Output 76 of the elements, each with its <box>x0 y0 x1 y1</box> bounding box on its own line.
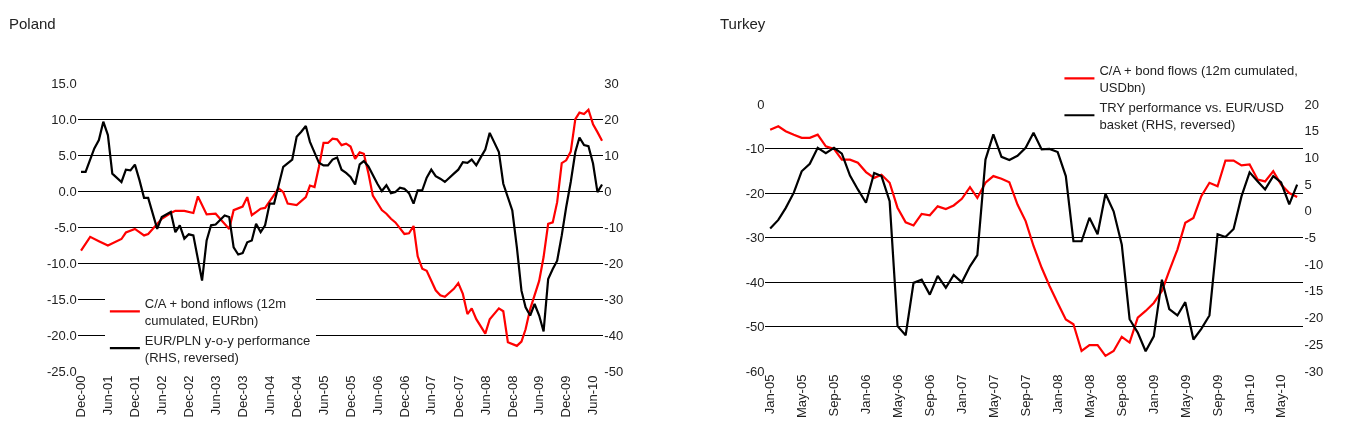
x-tick-label: Jun-10 <box>585 375 601 416</box>
y-tick-label: -20 <box>745 185 765 201</box>
y-tick-label: -15.0 <box>46 292 77 308</box>
y2-tick-label: -20 <box>604 256 624 272</box>
x-tick-label: Jun-02 <box>153 375 169 416</box>
x-tick-label: Sep-08 <box>1113 374 1129 417</box>
x-tick-label: Jun-07 <box>423 375 439 416</box>
y2-tick-label: -30 <box>604 292 624 308</box>
y-tick-label: -40 <box>745 274 765 290</box>
x-tick-label: Dec-05 <box>342 375 358 418</box>
x-tick-label: Dec-01 <box>127 375 143 418</box>
y2-tick-label: -15 <box>1304 283 1324 299</box>
y2-tick-label: 0 <box>604 183 612 199</box>
x-tick-label: Dec-06 <box>396 375 412 418</box>
x-tick-label: Jan-10 <box>1241 374 1257 415</box>
y-tick-label: 10.0 <box>51 111 77 127</box>
x-tick-label: Sep-06 <box>922 374 938 417</box>
y2-tick-label: -40 <box>604 328 624 344</box>
x-tick-label: Jun-09 <box>531 375 547 416</box>
legend-label: TRY performance vs. EUR/USD basket (RHS, reversed) <box>1099 99 1284 132</box>
x-tick-label: Jan-07 <box>954 374 970 415</box>
x-tick-label: May-07 <box>985 374 1001 418</box>
x-tick-label: Jun-03 <box>207 375 223 416</box>
x-tick-label: Jan-09 <box>1146 374 1161 415</box>
y2-tick-label: 0 <box>1304 203 1312 219</box>
x-tick-label: Jun-06 <box>369 375 385 416</box>
y2-tick-label: 20 <box>604 111 619 127</box>
y-tick-label: 0.0 <box>58 183 77 199</box>
x-tick-label: Dec-09 <box>558 375 574 418</box>
y-tick-label: -5.0 <box>54 220 77 236</box>
y-tick-label: 15.0 <box>51 75 77 91</box>
x-tick-label: Sep-05 <box>826 374 842 417</box>
y2-tick-label: -30 <box>1304 363 1324 379</box>
y2-tick-label: 15 <box>1304 123 1319 139</box>
legend-label: C/A + bond flows (12m cumulated, USDbn) <box>1099 63 1298 95</box>
x-tick-label: Dec-04 <box>288 375 304 418</box>
x-tick-label: Jan-08 <box>1049 374 1065 415</box>
y-tick-label: -50 <box>745 319 765 335</box>
x-tick-label: Sep-09 <box>1209 374 1225 417</box>
x-tick-label: Jun-01 <box>100 375 116 416</box>
y-tick-label: -30 <box>745 230 765 246</box>
x-tick-label: May-09 <box>1177 374 1193 418</box>
x-tick-label: May-05 <box>793 374 809 418</box>
x-tick-label: Sep-07 <box>1017 374 1033 417</box>
y-tick-label: -10.0 <box>46 256 77 272</box>
y-tick-label: -10 <box>745 141 765 157</box>
x-tick-label: Jun-05 <box>315 375 331 416</box>
chart-title: Turkey <box>720 15 766 32</box>
y2-tick-label: -25 <box>1304 336 1324 352</box>
y2-tick-label: -10 <box>604 220 624 236</box>
y2-tick-label: -5 <box>1304 230 1316 246</box>
y-tick-label: 0 <box>757 96 765 112</box>
y2-tick-label: -20 <box>1304 310 1324 326</box>
y2-tick-label: -10 <box>1304 256 1324 272</box>
x-tick-label: Dec-03 <box>234 375 250 418</box>
x-tick-label: Dec-08 <box>504 375 520 418</box>
legend-label: C/A + bond inflows (12m cumulated, EURbn) <box>144 295 287 328</box>
x-tick-label: Jan-06 <box>858 374 874 415</box>
chart-title: Poland <box>9 15 56 32</box>
x-tick-label: May-08 <box>1081 374 1097 418</box>
y-tick-label: 5.0 <box>58 147 77 163</box>
y2-tick-label: 10 <box>604 147 619 163</box>
x-tick-label: May-10 <box>1273 374 1289 418</box>
x-tick-label: Dec-02 <box>181 375 196 418</box>
y2-tick-label: 30 <box>604 75 619 91</box>
y2-tick-label: 5 <box>1304 176 1312 192</box>
y2-tick-label: -50 <box>604 364 624 380</box>
legend-label: EUR/PLN y-o-y performance (RHS, reversed) <box>144 332 311 365</box>
y2-tick-label: 20 <box>1304 96 1319 112</box>
y-tick-label: -60 <box>745 363 765 379</box>
x-tick-label: Jun-04 <box>261 375 277 416</box>
x-tick-label: Jun-08 <box>477 375 493 416</box>
x-tick-label: May-06 <box>889 374 905 418</box>
y2-tick-label: 10 <box>1304 149 1319 165</box>
y-tick-label: -20.0 <box>46 328 77 344</box>
x-tick-label: Dec-07 <box>450 375 466 418</box>
